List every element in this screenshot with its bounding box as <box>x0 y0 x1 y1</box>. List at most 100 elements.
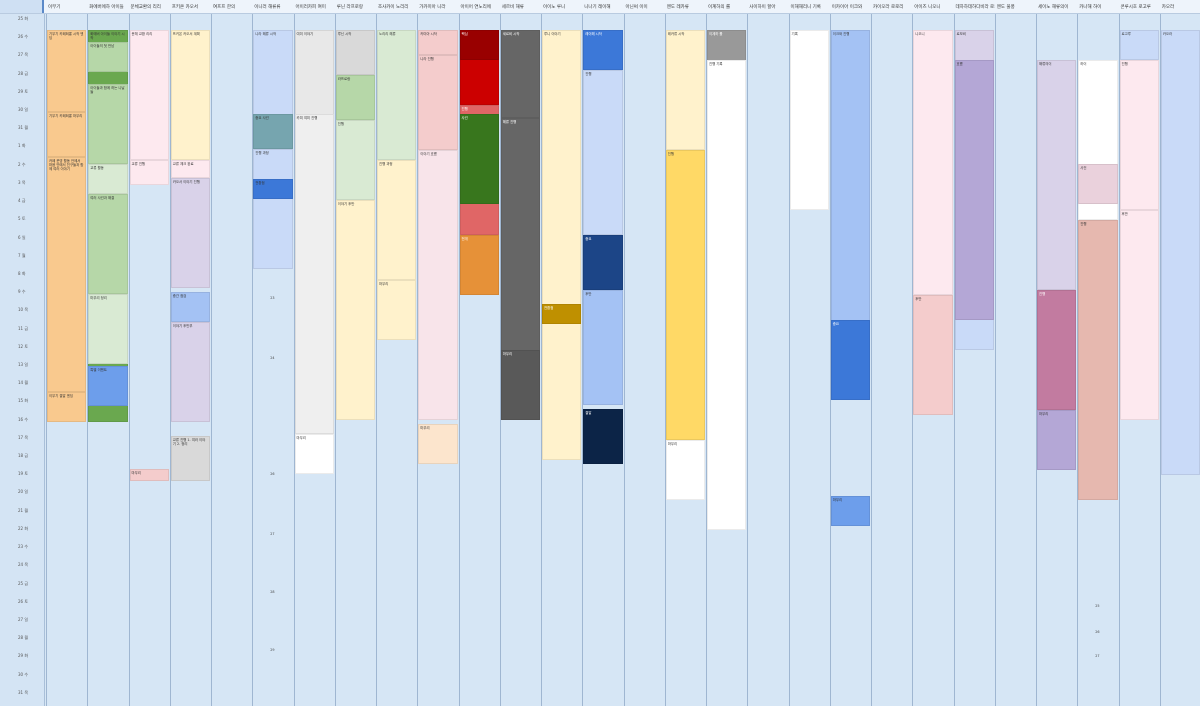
schedule-block[interactable]: 교류 진행 <box>129 160 169 185</box>
schedule-block[interactable]: 핵심 <box>459 30 499 60</box>
row-header-label[interactable]: 6 일 <box>18 234 26 240</box>
row-header-label[interactable]: 25 화 <box>18 16 29 21</box>
row-header-label[interactable]: 21 월 <box>18 507 29 513</box>
row-header-label[interactable]: 29 화 <box>18 653 29 659</box>
schedule-block[interactable]: 진행 <box>583 70 623 235</box>
column-header[interactable]: 화에버에하 아이들 <box>89 4 124 10</box>
column-header[interactable]: 데하하데하다비라 로모비 <box>955 4 995 10</box>
schedule-block[interactable]: 후반 <box>1119 210 1159 420</box>
row-header-label[interactable]: 25 금 <box>18 580 29 586</box>
column-header[interactable]: 이무기 <box>48 4 61 10</box>
schedule-block[interactable]: 이야기 후반 <box>335 200 375 420</box>
select-all-corner[interactable] <box>0 0 44 13</box>
schedule-block[interactable]: 해류의이 <box>1037 60 1077 290</box>
schedule-block[interactable]: 마무리 <box>830 496 870 526</box>
schedule-block[interactable]: 진행 <box>335 120 375 200</box>
schedule-block[interactable]: 해류 진행 <box>500 118 540 368</box>
schedule-block[interactable]: 노리리 해류 <box>377 30 417 160</box>
column-header[interactable]: 콘루시호 로고루 <box>1120 4 1151 10</box>
schedule-block[interactable]: 로고루 <box>1119 30 1159 60</box>
schedule-block[interactable]: 결말 <box>583 409 623 464</box>
schedule-block[interactable]: 니라 진행 <box>418 55 458 150</box>
row-header-label[interactable]: 30 일 <box>18 107 29 113</box>
schedule-block[interactable]: 마무리 <box>500 350 540 420</box>
column-header[interactable]: 멘도 레카류 <box>666 4 689 10</box>
schedule-block[interactable]: 교류 진행 1. 여러 이야기 2. 정리 <box>170 436 210 481</box>
schedule-block[interactable]: 레이해 시작 <box>583 30 623 70</box>
schedule-block[interactable]: 흐름 <box>954 60 994 320</box>
schedule-block[interactable]: 진행 과정 <box>253 149 293 269</box>
schedule-block[interactable]: 중요 사건 <box>253 114 293 149</box>
row-header-label[interactable]: 7 월 <box>18 252 26 258</box>
column-header[interactable]: 이카이아 이크와 <box>831 4 863 10</box>
column-header[interactable]: 사이하이 할아 <box>749 4 776 10</box>
schedule-block[interactable]: 진행 기록 <box>707 60 747 530</box>
row-header-label[interactable]: 29 토 <box>18 88 29 94</box>
schedule-block[interactable]: 이야기 후반부 <box>170 322 210 422</box>
row-header-label[interactable]: 26 수 <box>18 34 29 40</box>
schedule-block[interactable]: 카오서 이야기 진행 <box>170 178 210 288</box>
column-header[interactable]: 카오라 <box>1161 4 1175 10</box>
column-header[interactable]: 카이오라 로로리 <box>873 4 904 10</box>
column-header[interactable]: 문체교환의 리리 <box>130 4 161 10</box>
row-header-label[interactable]: 17 목 <box>18 434 29 440</box>
column-header[interactable]: 이니러 해류류 <box>254 4 281 10</box>
schedule-block[interactable]: 레카류 시작 <box>665 30 705 150</box>
row-header-label[interactable]: 22 화 <box>18 525 29 531</box>
schedule-block[interactable]: 카피 여미 진행 <box>294 114 334 434</box>
schedule-block[interactable]: 이야기 흐름 <box>418 150 458 420</box>
schedule-block[interactable]: 마무리 <box>377 280 417 340</box>
column-header[interactable]: 카나해 하이 <box>1079 4 1102 10</box>
column-header[interactable]: 이해해리니 기록 <box>790 4 821 10</box>
schedule-block[interactable]: 여러 사건과 해결 <box>88 194 128 294</box>
row-header-label[interactable]: 15 화 <box>18 398 29 404</box>
column-header[interactable]: 이계하의 롤 <box>708 4 731 10</box>
schedule-block[interactable]: 교류 활동 <box>88 164 128 194</box>
schedule-block[interactable]: 진행 <box>665 150 705 440</box>
schedule-block[interactable]: 마무리 정리 <box>88 294 128 364</box>
schedule-block[interactable]: 아이들의 첫 만남 <box>88 42 128 72</box>
schedule-block[interactable]: 마무리 <box>294 434 334 474</box>
schedule-block[interactable]: 여미 이야기 <box>294 30 334 130</box>
row-header-label[interactable]: 8 화 <box>18 270 26 276</box>
schedule-block[interactable]: 문체 교환 리리 <box>129 30 169 160</box>
schedule-block[interactable]: 특별 이벤트 <box>88 366 128 406</box>
schedule-block[interactable]: 사건 <box>1078 164 1118 204</box>
schedule-block[interactable]: 프키온 카오서 계획 <box>170 30 210 160</box>
column-header[interactable]: 세르비 해류 <box>501 4 524 10</box>
row-header-label[interactable]: 9 수 <box>18 289 26 295</box>
schedule-block[interactable]: 마무리 <box>665 440 705 500</box>
column-header[interactable]: 아닌써 이이 <box>625 4 648 10</box>
schedule-block[interactable]: 아이들과 함께 하는 나날들 <box>88 84 128 164</box>
row-header-label[interactable]: 30 수 <box>18 671 29 677</box>
schedule-block[interactable]: 니오니 <box>913 30 953 295</box>
schedule-block[interactable]: 이무기 결말 엔딩 <box>47 392 87 422</box>
column-header[interactable]: 프키온 카오서 <box>171 4 199 10</box>
schedule-block[interactable]: 후반 <box>583 290 623 405</box>
row-header-label[interactable]: 11 금 <box>18 325 29 331</box>
row-header-label[interactable]: 28 월 <box>18 635 29 641</box>
column-header[interactable]: 멘도 물풍 <box>996 4 1015 10</box>
column-header[interactable]: 조사카이 노리리 <box>378 4 409 10</box>
row-header-label[interactable]: 23 수 <box>18 544 29 550</box>
schedule-block[interactable]: 후반 <box>913 295 953 415</box>
row-header-label[interactable]: 12 토 <box>18 343 29 349</box>
schedule-block[interactable]: 진행 <box>1078 220 1118 500</box>
row-header-label[interactable]: 24 목 <box>18 562 29 568</box>
row-header-label[interactable]: 18 금 <box>18 453 29 459</box>
schedule-block[interactable]: 니라 해류 시작 <box>253 30 293 120</box>
schedule-block[interactable]: 전환점 <box>253 179 293 199</box>
schedule-block[interactable]: 진행 과정 <box>377 160 417 280</box>
schedule-block[interactable]: 기록 <box>789 30 829 210</box>
column-header[interactable]: 아이즈 니오니 <box>914 4 941 10</box>
row-header-label[interactable]: 5 토 <box>18 216 26 222</box>
column-header[interactable]: 아이어 연노리에 <box>460 4 491 10</box>
row-header-label[interactable]: 27 목 <box>18 52 29 58</box>
column-header[interactable]: 니나기 레이해 <box>584 4 611 10</box>
row-header-label[interactable]: 31 목 <box>18 689 29 695</box>
schedule-block[interactable]: 진행 <box>1037 290 1077 410</box>
row-header-label[interactable]: 16 수 <box>18 416 29 422</box>
schedule-block[interactable]: 중간 점검 <box>170 292 210 322</box>
schedule-block[interactable]: 카페 운영 활동 안에서 마음 안에서 친구들과 함께 여러 이야기 <box>47 157 87 392</box>
schedule-block[interactable]: 기무기 카페희롱 시작 엔딩 <box>47 30 87 112</box>
